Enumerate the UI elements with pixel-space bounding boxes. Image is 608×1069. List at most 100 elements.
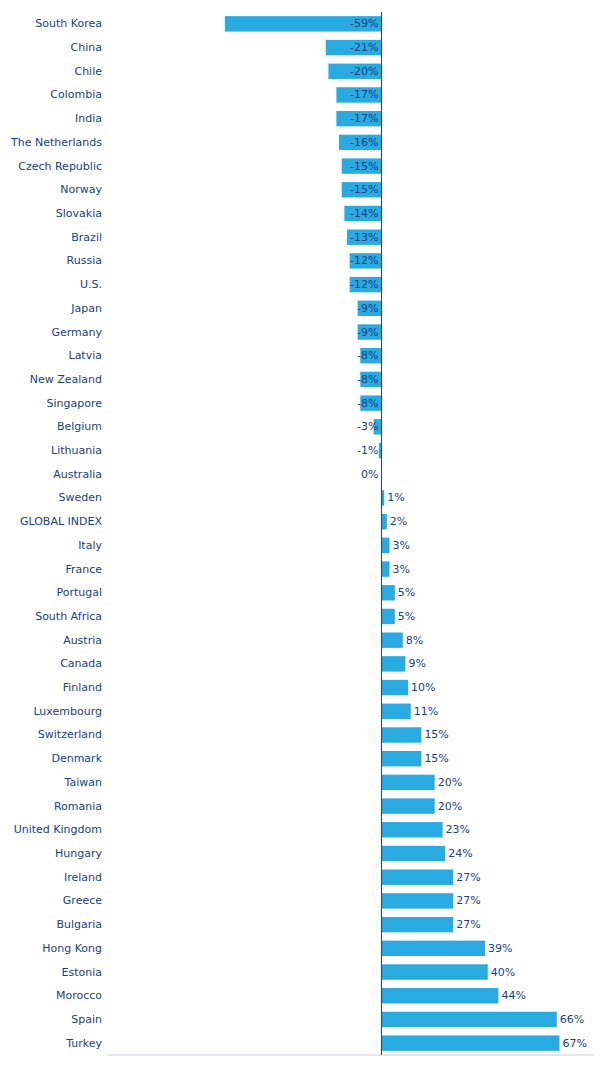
data-label: 15% [424,752,448,765]
category-label: Sweden [59,491,102,504]
category-label: Italy [78,539,102,552]
bar [358,301,382,316]
bar [382,822,443,837]
bar [382,704,411,719]
category-label: Latvia [69,349,103,362]
data-label: -8% [357,397,378,410]
data-label: 67% [562,1037,586,1050]
category-label: Luxembourg [33,705,102,718]
data-label: 9% [408,657,425,670]
bar [382,917,454,932]
data-label: 2% [390,515,407,528]
category-label: Singapore [47,397,103,410]
bar [358,324,382,339]
bar [382,632,403,647]
category-label: New Zealand [30,373,102,386]
category-label: Hungary [55,847,102,860]
bar [344,206,381,221]
chart-container: South Korea-59%China-21%Chile-20%Colombi… [0,0,608,1069]
category-label: Finland [63,681,102,694]
data-label: 44% [501,989,525,1002]
category-label: GLOBAL INDEX [20,515,103,528]
data-label: 39% [488,942,512,955]
data-label: -20% [350,65,378,78]
category-label: Portugal [56,586,102,599]
category-label: Germany [51,326,102,339]
data-label: -17% [350,88,378,101]
category-label: Bulgaria [56,918,102,931]
category-label: Hong Kong [42,942,102,955]
category-label: South Africa [35,610,102,623]
bar [336,87,381,102]
bar [382,988,499,1003]
data-label: -8% [357,349,378,362]
category-label: Australia [53,468,102,481]
data-label: 20% [438,800,462,813]
category-label: China [71,41,102,54]
bar [382,656,406,671]
data-label: -13% [350,231,378,244]
labels: South Korea-59%China-21%Chile-20%Colombi… [10,17,587,1049]
category-label: Turkey [65,1037,102,1050]
data-label: 23% [446,823,470,836]
category-label: Czech Republic [18,160,102,173]
category-label: Austria [63,634,102,647]
data-label: 66% [560,1013,584,1026]
category-label: Ireland [64,871,102,884]
data-label: -21% [350,41,378,54]
data-label: -9% [357,326,378,339]
data-label: 20% [438,776,462,789]
data-label: 8% [406,634,423,647]
plot-area [225,16,560,1051]
bar [382,561,390,576]
bar [382,514,387,529]
category-label: Spain [71,1013,102,1026]
data-label: -1% [357,444,378,457]
bar [382,893,454,908]
data-label: 11% [414,705,438,718]
category-label: U.S. [80,278,102,291]
category-label: Slovakia [56,207,102,220]
data-label: 27% [456,871,480,884]
bar [382,727,422,742]
bar [350,277,382,292]
category-label: Romania [54,800,102,813]
bar [382,751,422,766]
data-label: -14% [350,207,378,220]
category-label: United Kingdom [14,823,102,836]
data-label: -15% [350,183,378,196]
bar [225,16,382,31]
bar [382,941,486,956]
bar [382,775,435,790]
data-label: 10% [411,681,435,694]
data-label: 5% [398,586,415,599]
bar [328,64,381,79]
bar [382,870,454,885]
bar [382,1035,560,1050]
category-label: Taiwan [64,776,102,789]
x-range-line [108,1055,594,1056]
data-label: 0% [361,468,378,481]
bar [339,135,381,150]
data-label: -8% [357,373,378,386]
category-label: Estonia [62,966,103,979]
category-label: Denmark [51,752,102,765]
data-label: -12% [350,254,378,267]
bar [382,964,488,979]
category-label: Switzerland [38,728,102,741]
bar [382,538,390,553]
category-label: Chile [74,65,102,78]
category-label: Canada [60,657,102,670]
category-label: Greece [63,894,102,907]
bar [382,609,395,624]
bar [382,798,435,813]
category-label: The Netherlands [10,136,102,149]
data-label: -12% [350,278,378,291]
bar [336,111,381,126]
category-label: Norway [60,183,102,196]
category-label: Lithuania [51,444,102,457]
category-label: France [65,563,102,576]
data-label: 5% [398,610,415,623]
category-label: Colombia [50,88,102,101]
category-label: Russia [67,254,102,267]
